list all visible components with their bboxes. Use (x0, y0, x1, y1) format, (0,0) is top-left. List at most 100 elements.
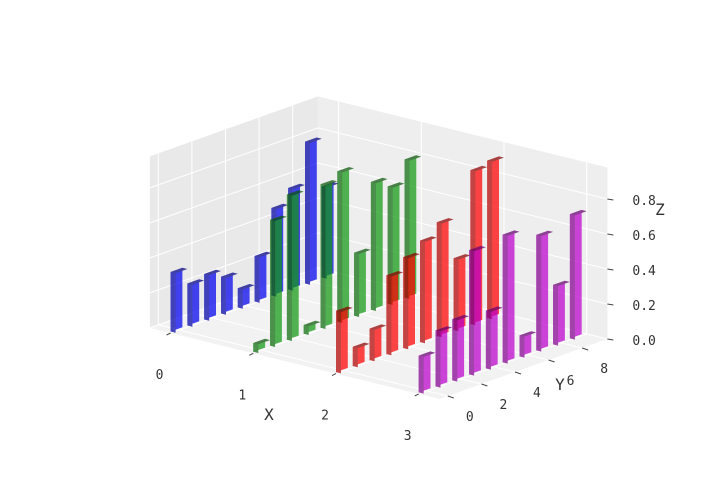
bar-top (485, 306, 503, 312)
grid-line (149, 127, 608, 200)
y-axis-label: Y (555, 375, 565, 394)
bar-top (337, 167, 355, 173)
x-tick-label: 1 (238, 388, 246, 403)
bar-top (170, 267, 188, 274)
bar-top (436, 218, 454, 224)
bar-side (237, 288, 243, 309)
y-tick (514, 371, 522, 375)
grid-line (149, 162, 608, 235)
bar (403, 252, 420, 350)
bar-top (553, 280, 570, 287)
bar-top (420, 236, 437, 242)
bar (386, 271, 404, 356)
z-tick (607, 303, 614, 306)
bar-side (370, 182, 376, 311)
bar (435, 326, 453, 388)
bar-side (502, 234, 508, 364)
bar (237, 284, 255, 309)
bar-side (286, 194, 292, 341)
bar-top (253, 338, 271, 345)
bar-top (453, 254, 471, 260)
bar-side (337, 171, 343, 323)
bar-side (320, 184, 326, 329)
bar (253, 338, 271, 353)
z-tick-label: 0.2 (632, 299, 655, 314)
bar (436, 218, 454, 338)
bar-top (305, 137, 322, 143)
bar (187, 279, 205, 327)
y-tick (582, 347, 589, 351)
bar (453, 254, 471, 332)
bar-side (403, 257, 409, 350)
z-tick (607, 198, 614, 201)
bar-side (569, 214, 575, 340)
bar (221, 272, 238, 315)
bar-top (569, 209, 587, 216)
x-tick-label: 2 (321, 409, 329, 424)
bar-side (453, 258, 459, 332)
z-tick-label: 0.4 (632, 264, 656, 279)
x-tick (249, 352, 254, 356)
bar-side (418, 355, 424, 394)
bar-top (303, 320, 321, 327)
bar-side (270, 219, 276, 347)
y-tick-label: 4 (533, 386, 541, 401)
bar (370, 177, 388, 311)
bar-side (369, 328, 375, 362)
bar (352, 342, 370, 368)
bar (452, 314, 470, 382)
bar (502, 230, 520, 364)
bar-top (404, 155, 422, 161)
bar-side (253, 343, 259, 353)
bar-side (305, 141, 310, 285)
bar (354, 248, 371, 317)
bar-top (418, 351, 436, 357)
bar-top (387, 182, 405, 188)
bar-top (519, 331, 537, 337)
bar (469, 245, 486, 376)
y-tick-label: 6 (567, 374, 575, 389)
bar-top (536, 230, 554, 237)
bar-side (352, 346, 358, 368)
z-tick (607, 268, 614, 271)
y-tick (548, 359, 555, 363)
bar-side (536, 234, 542, 352)
y-tick-label: 2 (499, 398, 507, 413)
bar-side (204, 274, 210, 321)
bar (336, 306, 353, 374)
bar-top (270, 215, 287, 221)
bar (569, 209, 587, 340)
bar-top (221, 272, 238, 278)
bar-side (469, 250, 475, 376)
x-tick (331, 373, 337, 377)
bar-top (320, 180, 338, 186)
z-tick-label: 0.8 (632, 194, 655, 209)
bar-top (354, 248, 371, 254)
bar-top (237, 284, 255, 290)
z-tick-label: 0.6 (632, 229, 655, 244)
bar-top (386, 271, 404, 277)
bar-side (303, 325, 309, 335)
bar-side (519, 335, 525, 358)
bar-side (386, 275, 392, 356)
bar (519, 331, 537, 358)
y-tick (447, 395, 454, 399)
bar (418, 351, 436, 394)
chart-ticks: 0 1 2 3 0 2 4 6 8 0.0 0.2 0.4 0.6 0.8 (156, 194, 656, 444)
x-tick (166, 332, 171, 336)
bar (536, 230, 554, 352)
bar (170, 267, 188, 333)
bar-side (487, 160, 493, 320)
bar-top (187, 279, 205, 285)
bar-side (354, 252, 360, 317)
z-axis-label: Z (655, 200, 665, 219)
bar-side (187, 283, 193, 327)
bar (369, 324, 387, 362)
bar-top (370, 177, 388, 184)
bar (320, 180, 338, 329)
x-tick (414, 393, 419, 397)
bar-top (369, 324, 387, 330)
bar-side (553, 284, 559, 346)
x-tick-label: 3 (404, 429, 412, 444)
